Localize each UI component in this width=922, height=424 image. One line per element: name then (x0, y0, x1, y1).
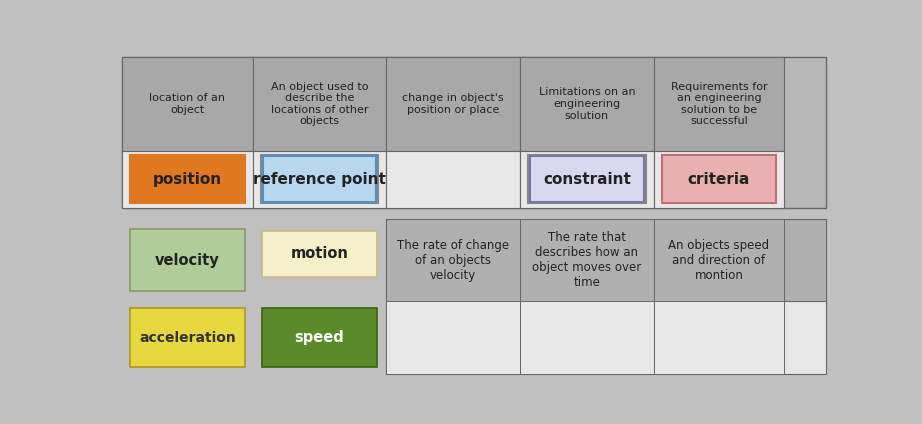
Bar (262, 232, 377, 276)
Bar (386, 57, 520, 151)
Bar (123, 57, 826, 208)
Text: criteria: criteria (688, 172, 751, 187)
Bar (261, 155, 378, 203)
Text: Requirements for
an engineering
solution to be
successful: Requirements for an engineering solution… (670, 81, 767, 126)
Bar (130, 155, 245, 203)
Text: acceleration: acceleration (139, 331, 236, 345)
Bar (386, 151, 520, 208)
Bar (130, 309, 245, 367)
Text: motion: motion (290, 246, 349, 262)
Bar (520, 219, 654, 301)
Bar (386, 301, 520, 374)
Text: Limitations on an
engineering
solution: Limitations on an engineering solution (538, 87, 635, 120)
Bar (253, 57, 386, 151)
Text: An objects speed
and direction of
montion: An objects speed and direction of montio… (668, 239, 770, 282)
Bar (386, 219, 826, 301)
Text: The rate that
describes how an
object moves over
time: The rate that describes how an object mo… (532, 231, 642, 289)
Bar (662, 155, 776, 203)
Text: velocity: velocity (155, 253, 219, 268)
Bar (123, 151, 253, 208)
Text: change in object's
position or place: change in object's position or place (402, 93, 504, 115)
Bar (654, 219, 784, 301)
Bar (654, 301, 784, 374)
Bar (654, 57, 784, 151)
Text: speed: speed (295, 330, 344, 345)
Bar (386, 219, 520, 301)
Text: The rate of change
of an objects
velocity: The rate of change of an objects velocit… (397, 239, 509, 282)
Bar (130, 229, 245, 291)
Bar (520, 151, 654, 208)
Text: location of an
object: location of an object (149, 93, 226, 115)
Bar (386, 301, 826, 374)
Text: An object used to
describe the
locations of other
objects: An object used to describe the locations… (271, 81, 368, 126)
Bar (263, 156, 376, 202)
Text: constraint: constraint (543, 172, 631, 187)
Bar (520, 301, 654, 374)
Bar (520, 57, 654, 151)
Bar (530, 156, 644, 202)
Bar (253, 151, 386, 208)
Text: reference point: reference point (253, 172, 386, 187)
Bar (262, 309, 377, 367)
Text: position: position (153, 172, 222, 187)
Bar (654, 151, 784, 208)
Bar (123, 219, 386, 374)
Bar (123, 57, 253, 151)
Bar (528, 155, 645, 203)
